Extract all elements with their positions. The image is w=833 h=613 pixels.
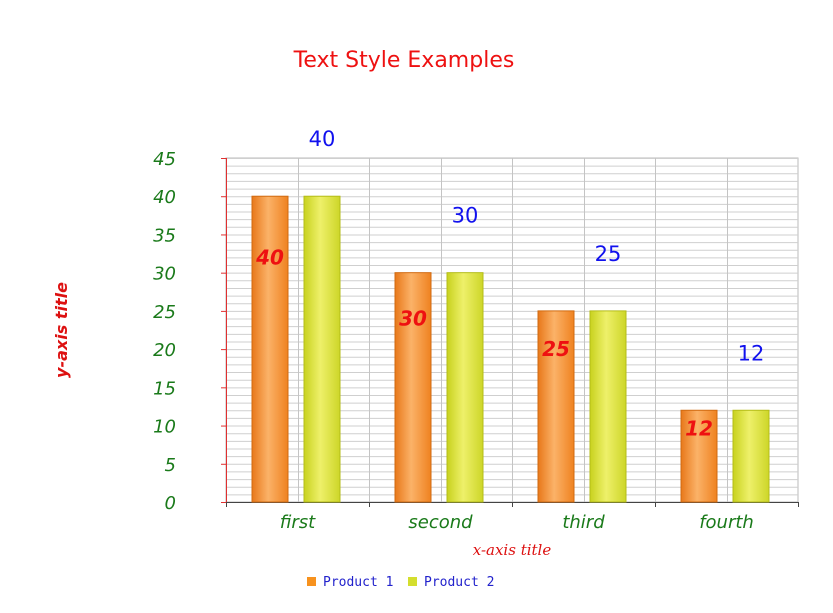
data-labels: 40 30 25 12 40 30 25 12 xyxy=(255,127,764,440)
y-tick-label: 10 xyxy=(153,417,176,438)
y-tick-label: 0 xyxy=(165,493,176,514)
bar-product-2 xyxy=(303,195,341,503)
legend-label: Product 2 xyxy=(424,575,494,590)
data-label-product-2: 30 xyxy=(452,204,479,228)
data-label-product-2: 40 xyxy=(309,127,336,151)
bar-product-2 xyxy=(446,272,484,503)
y-tick-label: 20 xyxy=(153,340,176,361)
data-label-product-2: 12 xyxy=(738,341,765,365)
data-label-product-1: 30 xyxy=(399,307,427,331)
x-tick-label: first xyxy=(280,512,316,533)
x-tick-label: fourth xyxy=(699,512,754,533)
data-label-product-1: 40 xyxy=(255,245,284,269)
legend-swatch xyxy=(408,577,417,586)
y-tick-label: 40 xyxy=(153,187,176,208)
y-tick-label: 25 xyxy=(153,302,176,323)
data-label-product-1: 12 xyxy=(685,417,713,441)
y-tick-label: 15 xyxy=(153,378,176,399)
bar-product-2 xyxy=(732,409,770,503)
bars xyxy=(251,195,770,503)
bar-product-1 xyxy=(680,409,718,503)
data-label-product-1: 25 xyxy=(542,337,570,361)
bar-product-2 xyxy=(589,310,627,503)
chart-title: Text Style Examples xyxy=(293,48,515,73)
x-axis-title: x-axis title xyxy=(473,541,552,559)
legend-label: Product 1 xyxy=(323,575,393,590)
x-tick-label: third xyxy=(562,512,605,533)
legend-swatch xyxy=(307,577,316,586)
y-axis-title: y-axis title xyxy=(52,282,71,378)
bar-product-1 xyxy=(537,310,575,503)
y-tick-label: 30 xyxy=(153,264,176,285)
x-tick-labels: first second third fourth xyxy=(280,512,754,533)
y-tick-label: 35 xyxy=(153,225,176,246)
legend: Product 1 Product 2 xyxy=(307,575,494,590)
x-tick-label: second xyxy=(408,512,473,533)
bar-product-1 xyxy=(251,195,289,503)
bar-product-1 xyxy=(394,272,432,503)
y-tick-label: 45 xyxy=(153,149,176,170)
y-tick-labels: 0 5 10 15 20 25 30 35 40 45 xyxy=(153,149,176,514)
y-tick-label: 5 xyxy=(165,455,176,476)
data-label-product-2: 25 xyxy=(595,242,622,266)
